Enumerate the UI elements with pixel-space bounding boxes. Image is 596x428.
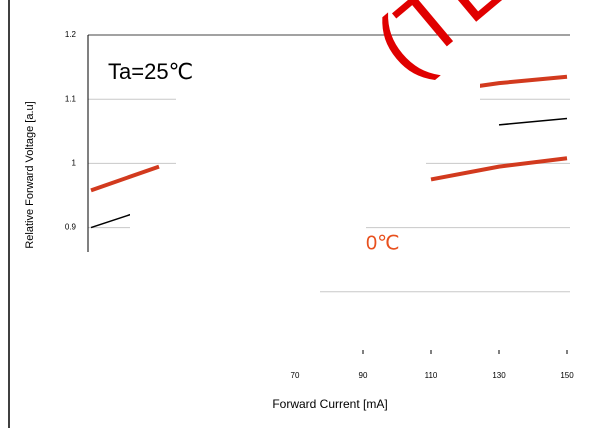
y-axis-label: Relative Forward Voltage [a.u] xyxy=(24,101,36,248)
occluder xyxy=(300,55,480,125)
y-tick-label: 0.9 xyxy=(65,223,77,232)
x-axis-label: Forward Current [mA] xyxy=(272,397,387,411)
x-tick-label: 70 xyxy=(291,371,300,380)
cover xyxy=(14,0,480,362)
annotation: Ta=25℃ xyxy=(108,59,193,84)
y-tick-label: 1 xyxy=(72,159,77,168)
occluder xyxy=(14,0,74,28)
x-tick-label: 110 xyxy=(425,371,438,380)
x-tick-label: 130 xyxy=(492,371,506,380)
y-tick-label: 1.2 xyxy=(65,30,77,39)
annotation: 0℃ xyxy=(366,232,400,254)
series-line xyxy=(90,156,568,193)
x-tick-label: 150 xyxy=(560,371,574,380)
occluder xyxy=(366,180,426,188)
occluder xyxy=(14,252,320,362)
x-tick-label: 90 xyxy=(359,371,368,380)
occluder xyxy=(130,190,190,250)
y-tick-label: 1.1 xyxy=(65,94,77,103)
